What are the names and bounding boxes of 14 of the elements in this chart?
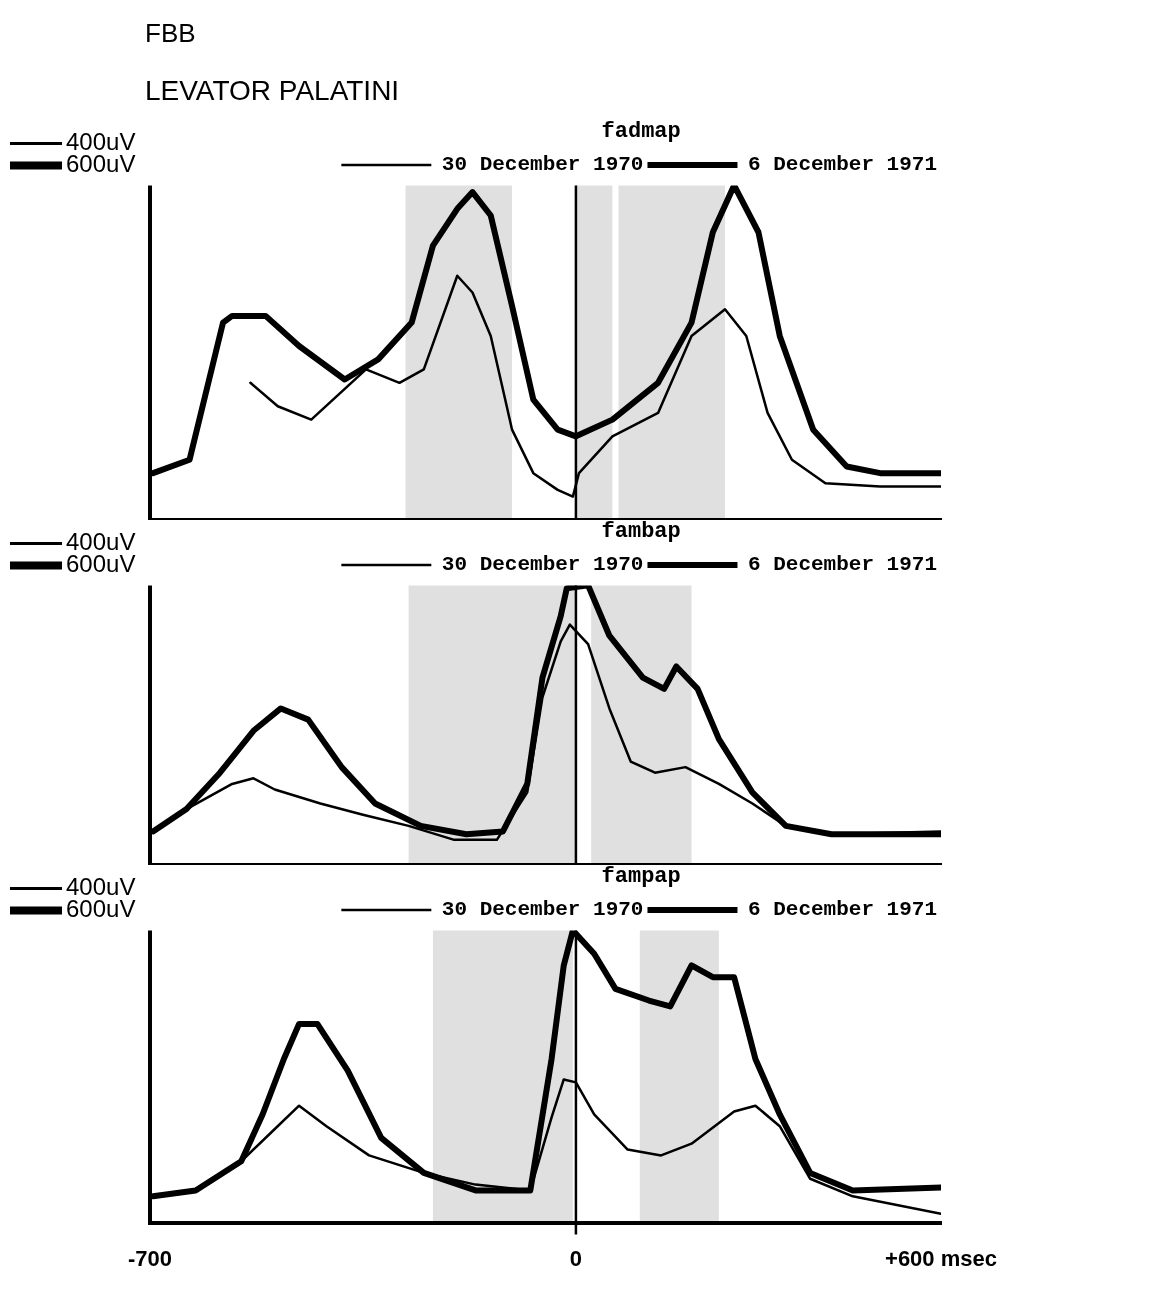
- legend-title: fampap: [601, 863, 681, 889]
- legend-title: fambap: [601, 518, 681, 544]
- x-tick-label: 0: [569, 1245, 583, 1271]
- legend-title: fadmap: [601, 118, 681, 144]
- chart-subtitle: FBB: [145, 18, 196, 49]
- legend-label: 6 December 1971: [747, 153, 937, 177]
- legend-label: 30 December 1970: [441, 553, 644, 577]
- chart-title: LEVATOR PALATINI: [145, 75, 400, 107]
- x-tick-label: -700: [127, 1245, 173, 1271]
- legend-label: 6 December 1971: [747, 898, 937, 922]
- legend-label: 30 December 1970: [441, 153, 644, 177]
- legend-label: 30 December 1970: [441, 898, 644, 922]
- legend-label: 6 December 1971: [747, 553, 937, 577]
- x-tick-label: +600 msec: [885, 1245, 997, 1271]
